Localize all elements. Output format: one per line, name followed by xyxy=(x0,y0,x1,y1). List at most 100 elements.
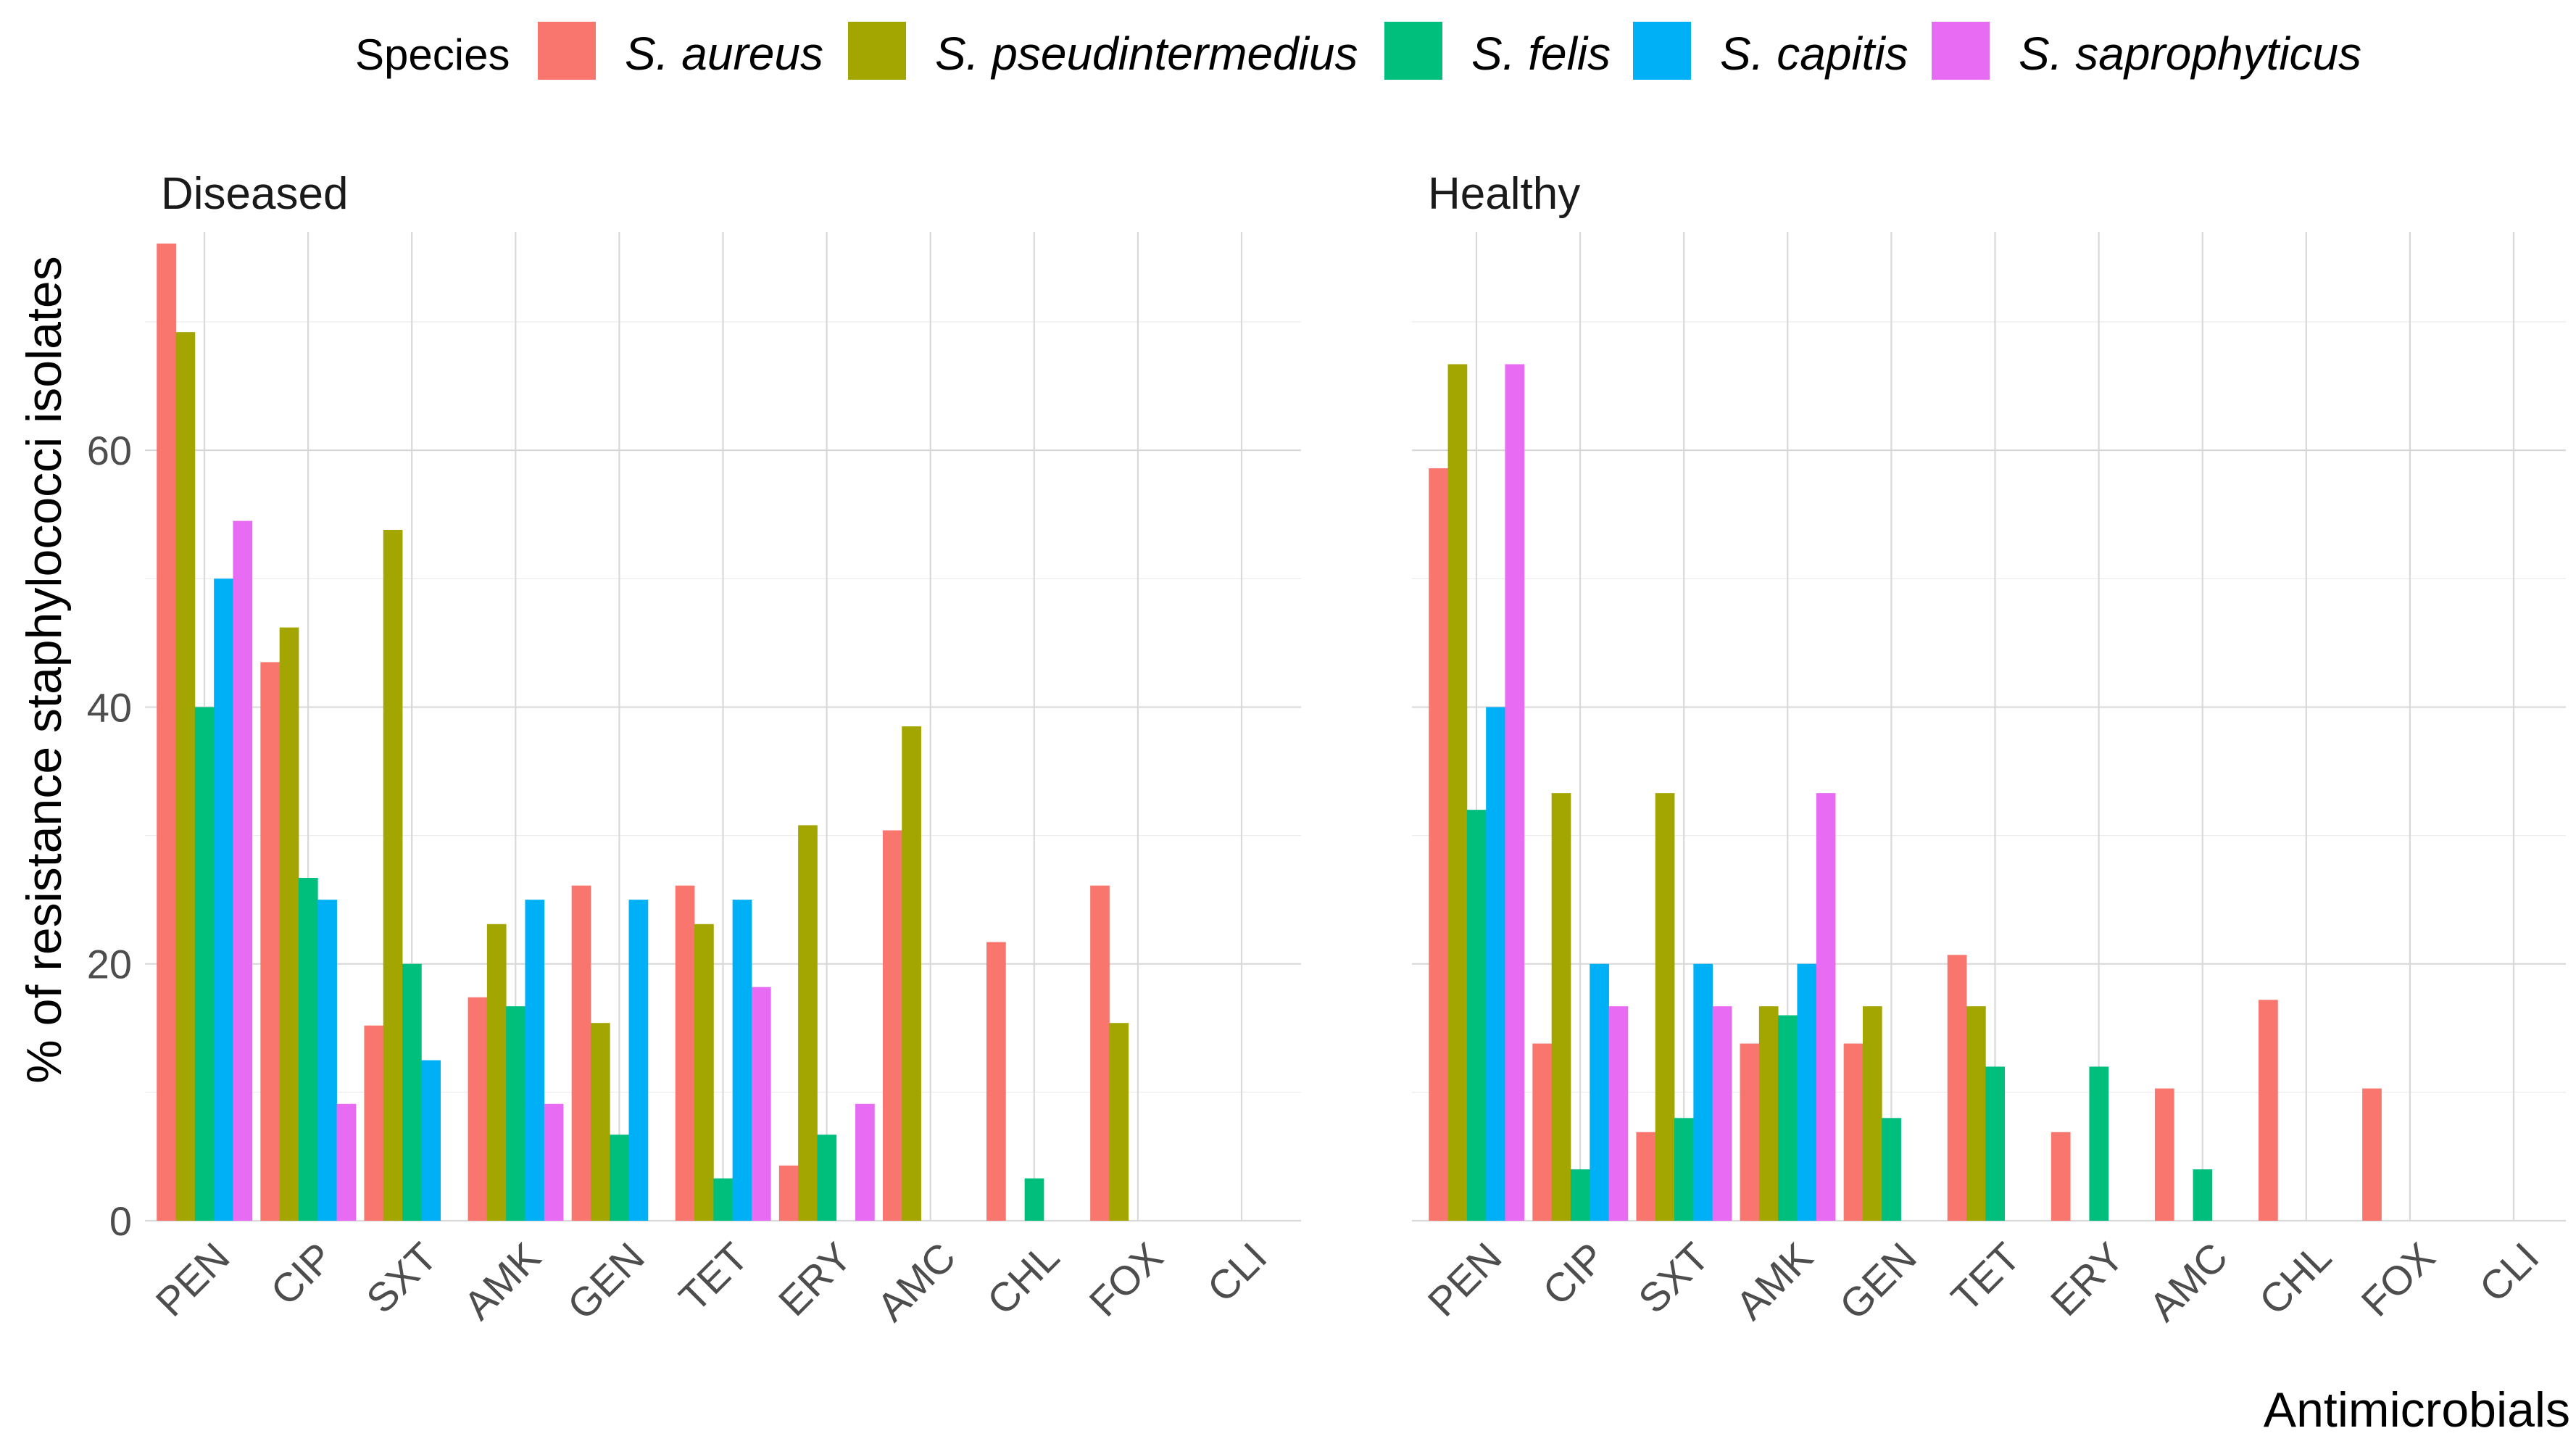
bar-diseased-ery-s-felis xyxy=(817,1134,837,1221)
bar-diseased-cip-s-capitis xyxy=(317,900,337,1221)
bar-healthy-gen-s-felis xyxy=(1882,1118,1901,1221)
y-tick-label: 60 xyxy=(87,428,132,473)
bar-diseased-amk-s-capitis xyxy=(525,900,545,1221)
legend-title: Species xyxy=(355,30,510,79)
bar-diseased-tet-s-pseudintermedius xyxy=(694,924,714,1221)
bar-diseased-amk-s-aureus xyxy=(468,997,488,1221)
bar-healthy-fox-s-aureus xyxy=(2362,1088,2382,1221)
bar-diseased-tet-s-aureus xyxy=(675,885,695,1221)
bar-healthy-cip-s-aureus xyxy=(1532,1043,1553,1221)
bar-diseased-pen-s-pseudintermedius xyxy=(175,332,196,1221)
bar-healthy-sxt-s-aureus xyxy=(1636,1132,1656,1221)
bar-diseased-pen-s-felis xyxy=(194,707,215,1221)
bar-diseased-ery-s-saprophyticus xyxy=(855,1103,875,1221)
bar-diseased-gen-s-pseudintermedius xyxy=(590,1023,610,1221)
bar-diseased-gen-s-capitis xyxy=(628,900,649,1221)
bar-healthy-cip-s-pseudintermedius xyxy=(1551,793,1571,1221)
bar-healthy-amk-s-saprophyticus xyxy=(1816,793,1836,1221)
panel-title: Diseased xyxy=(161,169,348,219)
bar-healthy-tet-s-aureus xyxy=(1947,955,1967,1221)
bar-diseased-amk-s-saprophyticus xyxy=(544,1103,564,1221)
bar-healthy-amc-s-felis xyxy=(2193,1169,2213,1221)
bar-diseased-fox-s-pseudintermedius xyxy=(1109,1023,1129,1221)
bar-healthy-cip-s-felis xyxy=(1570,1169,1590,1221)
bar-healthy-pen-s-pseudintermedius xyxy=(1447,364,1468,1221)
legend-swatch xyxy=(1932,22,1990,80)
bar-healthy-gen-s-pseudintermedius xyxy=(1862,1006,1882,1221)
bar-healthy-chl-s-aureus xyxy=(2259,1000,2278,1221)
legend-item-s-saprophyticus: S. saprophyticus xyxy=(1932,22,2361,80)
bar-diseased-gen-s-felis xyxy=(610,1134,629,1221)
bar-healthy-gen-s-aureus xyxy=(1843,1043,1864,1221)
bar-healthy-pen-s-capitis xyxy=(1486,707,1505,1221)
legend-item-s-felis: S. felis xyxy=(1384,22,1611,80)
bar-diseased-sxt-s-pseudintermedius xyxy=(383,529,403,1221)
legend-item-s-pseudintermedius: S. pseudintermedius xyxy=(848,22,1358,80)
bar-diseased-cip-s-aureus xyxy=(260,662,281,1221)
legend-swatch xyxy=(1384,22,1442,80)
panel-title: Healthy xyxy=(1428,169,1580,219)
bar-diseased-pen-s-aureus xyxy=(157,243,176,1221)
legend-label: S. aureus xyxy=(625,28,823,80)
legend-label: S. felis xyxy=(1471,28,1611,80)
bar-healthy-tet-s-pseudintermedius xyxy=(1966,1006,1986,1221)
y-tick-label: 40 xyxy=(87,684,132,730)
bar-healthy-amk-s-aureus xyxy=(1740,1043,1760,1221)
bar-healthy-tet-s-felis xyxy=(1985,1066,2006,1221)
bar-diseased-sxt-s-aureus xyxy=(364,1025,384,1221)
bar-diseased-amc-s-aureus xyxy=(882,830,902,1221)
bar-diseased-cip-s-saprophyticus xyxy=(336,1103,357,1221)
bar-diseased-pen-s-saprophyticus xyxy=(233,520,253,1221)
bar-diseased-ery-s-pseudintermedius xyxy=(798,825,818,1221)
bar-diseased-fox-s-aureus xyxy=(1090,885,1110,1221)
legend-swatch xyxy=(1633,22,1691,80)
bar-healthy-amc-s-aureus xyxy=(2154,1088,2174,1221)
bar-healthy-amk-s-pseudintermedius xyxy=(1758,1006,1779,1221)
bar-healthy-pen-s-aureus xyxy=(1429,468,1448,1221)
legend-swatch xyxy=(848,22,906,80)
bar-diseased-sxt-s-felis xyxy=(402,963,422,1221)
bar-diseased-chl-s-felis xyxy=(1024,1178,1044,1221)
bar-healthy-pen-s-saprophyticus xyxy=(1505,364,1525,1221)
bar-diseased-cip-s-pseudintermedius xyxy=(279,627,299,1221)
bar-healthy-ery-s-aureus xyxy=(2051,1132,2071,1221)
y-tick-label: 20 xyxy=(87,942,132,987)
bar-diseased-pen-s-capitis xyxy=(214,578,233,1221)
bar-diseased-amc-s-pseudintermedius xyxy=(902,726,921,1221)
legend-label: S. pseudintermedius xyxy=(935,28,1358,80)
bar-diseased-amk-s-pseudintermedius xyxy=(486,924,507,1221)
bar-healthy-amk-s-capitis xyxy=(1797,963,1817,1221)
legend-label: S. saprophyticus xyxy=(2019,28,2361,80)
x-axis-title: Antimicrobials xyxy=(2264,1382,2570,1437)
y-axis-title: % of resistance staphylococci isolates xyxy=(17,256,72,1083)
legend: Species S. aureus S. pseudintermedius S. f… xyxy=(355,22,2361,80)
legend-swatch xyxy=(538,22,596,80)
bar-healthy-sxt-s-capitis xyxy=(1693,963,1713,1221)
bar-healthy-cip-s-saprophyticus xyxy=(1608,1006,1629,1221)
bar-diseased-gen-s-aureus xyxy=(571,885,591,1221)
bar-diseased-tet-s-felis xyxy=(713,1178,734,1221)
legend-item-s-capitis: S. capitis xyxy=(1633,22,1908,80)
bar-diseased-sxt-s-capitis xyxy=(421,1060,441,1221)
bar-healthy-sxt-s-felis xyxy=(1674,1118,1694,1221)
bar-healthy-amk-s-felis xyxy=(1778,1015,1798,1221)
y-tick-label: 0 xyxy=(109,1198,132,1244)
bar-healthy-pen-s-felis xyxy=(1466,810,1487,1221)
bar-diseased-ery-s-aureus xyxy=(778,1165,799,1221)
bar-diseased-tet-s-saprophyticus xyxy=(751,987,771,1221)
legend-label: S. capitis xyxy=(1720,28,1908,80)
bar-healthy-ery-s-felis xyxy=(2089,1066,2109,1221)
bar-diseased-tet-s-capitis xyxy=(732,900,752,1221)
legend-item-s-aureus: S. aureus xyxy=(538,22,823,80)
bar-diseased-amk-s-felis xyxy=(506,1006,525,1221)
bar-diseased-chl-s-aureus xyxy=(986,942,1006,1221)
bar-healthy-sxt-s-pseudintermedius xyxy=(1655,793,1675,1221)
bar-diseased-cip-s-felis xyxy=(298,878,318,1221)
bar-healthy-cip-s-capitis xyxy=(1590,963,1609,1221)
bar-healthy-sxt-s-saprophyticus xyxy=(1712,1006,1732,1221)
legend-items: S. aureus S. pseudintermedius S. felis S. c… xyxy=(538,22,2361,80)
